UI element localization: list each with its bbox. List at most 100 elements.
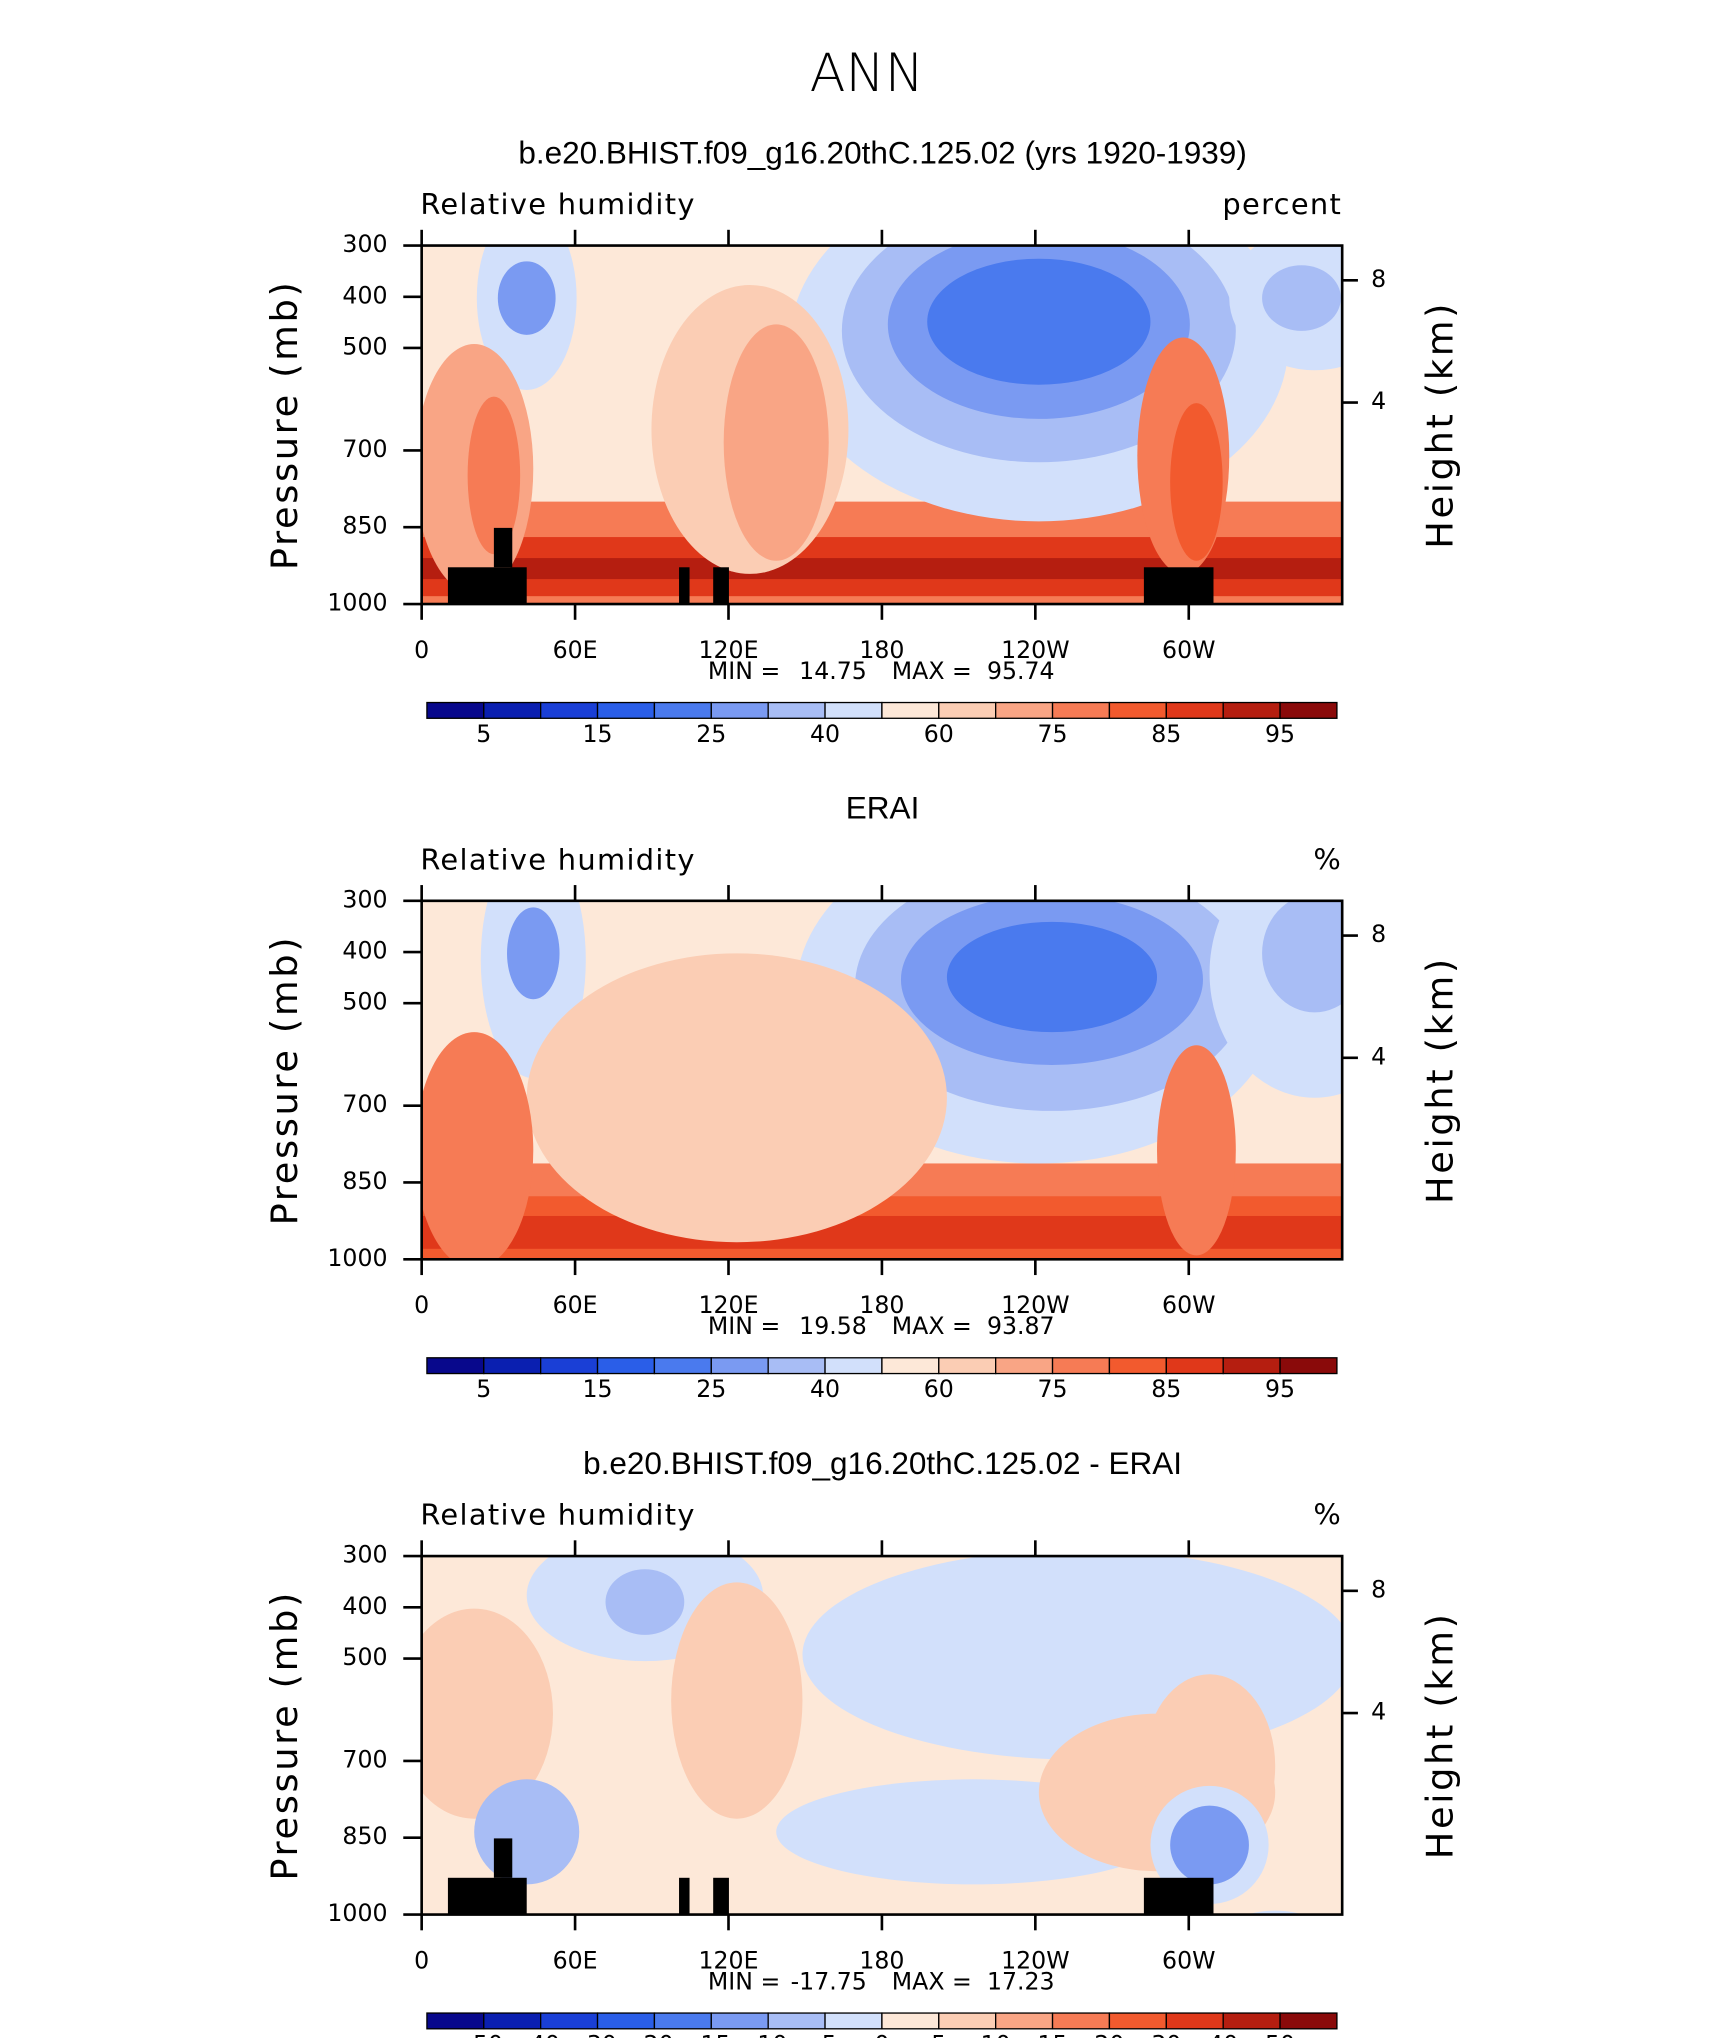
colorbar-box — [596, 701, 656, 719]
y-tick-label: 850 — [342, 512, 387, 540]
colorbar-box — [938, 701, 997, 719]
field-region — [1262, 900, 1343, 1013]
colorbar-box — [767, 1357, 826, 1375]
colorbar-box — [995, 2012, 1054, 2030]
colorbar-box — [995, 701, 1054, 719]
colorbar-box — [710, 2012, 769, 2030]
min-value: 14.75 — [799, 657, 867, 685]
x-tick-label: 0 — [414, 1291, 429, 1319]
x-tick-label: 60E — [553, 1946, 598, 1974]
right-label: % — [1313, 1498, 1342, 1532]
colorbar-box — [1222, 2012, 1281, 2030]
colorbar-label: 5 — [476, 720, 491, 748]
colorbar-label: 15 — [583, 1375, 613, 1403]
x-tick-label: 120W — [1001, 1291, 1069, 1319]
max-value: 93.87 — [987, 1312, 1055, 1340]
field-region — [723, 324, 829, 561]
colorbar-label: 85 — [1151, 1375, 1181, 1403]
colorbar-box — [596, 2012, 656, 2030]
panel-title: ERAI — [846, 790, 920, 826]
x-tick-label: 180 — [859, 636, 904, 664]
max-label: MAX = — [892, 657, 972, 685]
panel-title: b.e20.BHIST.f09_g16.20thC.125.02 (yrs 19… — [518, 134, 1246, 170]
topography — [447, 1877, 527, 1915]
colorbar-box — [938, 1357, 997, 1375]
colorbar-label: -40 — [521, 2030, 560, 2038]
colorbar-box — [881, 2012, 940, 2030]
field-region — [1262, 265, 1341, 331]
colorbar-label: 95 — [1265, 720, 1295, 748]
colorbar-box — [540, 2012, 599, 2030]
y2-tick-label: 8 — [1371, 265, 1386, 293]
page-title: ANN — [810, 43, 925, 104]
colorbar-box — [881, 701, 940, 719]
x-tick-label: 60W — [1162, 1291, 1215, 1319]
colorbar-label: 75 — [1038, 1375, 1068, 1403]
y-tick-label: 850 — [342, 1822, 387, 1850]
y-tick-label: 300 — [342, 230, 387, 258]
colorbar-label: 25 — [696, 1375, 726, 1403]
colorbar-box — [426, 701, 485, 719]
field-region — [946, 921, 1158, 1033]
topography — [713, 1877, 729, 1915]
field-region — [507, 907, 560, 1000]
colorbar-box — [1222, 1357, 1281, 1375]
x-tick-label: 60W — [1162, 1946, 1215, 1974]
colorbar-box — [824, 2012, 883, 2030]
colorbar-box — [653, 701, 712, 719]
y2-tick-label: 4 — [1371, 1698, 1386, 1726]
colorbar-box — [540, 701, 599, 719]
colorbar-box — [483, 2012, 542, 2030]
colorbar-label: 25 — [696, 720, 726, 748]
y2-tick-label: 4 — [1371, 1042, 1386, 1070]
colorbar-label: 0 — [874, 2030, 889, 2038]
field-region — [421, 1032, 534, 1260]
y-axis-label: Pressure (mb) — [263, 1590, 306, 1881]
x-tick-label: 120E — [698, 1291, 758, 1319]
colorbar-box — [995, 1357, 1054, 1375]
max-label: MAX = — [892, 1312, 972, 1340]
topography — [447, 567, 527, 605]
contour-field — [421, 245, 1343, 605]
colorbar-box — [1051, 2012, 1111, 2030]
left-label: Relative humidity — [420, 187, 695, 221]
contour-field — [421, 900, 1343, 1260]
topography — [713, 567, 729, 605]
colorbar-box — [426, 1357, 485, 1375]
colorbar-label: 15 — [583, 720, 613, 748]
colorbar-box — [1279, 1357, 1338, 1375]
y2-axis-label: Height (km) — [1418, 301, 1461, 549]
left-label: Relative humidity — [420, 842, 695, 876]
x-tick-label: 180 — [859, 1291, 904, 1319]
field-region — [526, 953, 947, 1243]
field-region — [421, 1608, 553, 1819]
y-axis-label: Pressure (mb) — [263, 280, 306, 571]
colorbar-label: 95 — [1265, 1375, 1295, 1403]
field-region — [1157, 1045, 1236, 1256]
y-tick-label: 500 — [342, 332, 387, 360]
y-tick-label: 400 — [342, 1592, 387, 1620]
colorbar-label: 85 — [1151, 720, 1181, 748]
field-region — [1247, 1910, 1303, 1915]
topography — [493, 527, 513, 568]
y2-axis-label: Height (km) — [1418, 1611, 1461, 1859]
colorbar-box — [1165, 1357, 1224, 1375]
y-axis-label: Pressure (mb) — [263, 935, 306, 1226]
y2-tick-label: 4 — [1371, 387, 1386, 415]
y-tick-label: 500 — [342, 988, 387, 1016]
field-region — [497, 261, 556, 335]
colorbar-box — [1051, 1357, 1111, 1375]
min-label: MIN = — [708, 657, 780, 685]
colorbar-box — [1222, 701, 1281, 719]
colorbar-label: 5 — [476, 1375, 491, 1403]
max-label: MAX = — [892, 1967, 972, 1995]
y2-axis-label: Height (km) — [1418, 956, 1461, 1204]
min-label: MIN = — [708, 1967, 780, 1995]
colorbar-label: -5 — [813, 2030, 837, 2038]
colorbar-label: 40 — [810, 1375, 840, 1403]
colorbar-box — [653, 2012, 712, 2030]
colorbar-label: -10 — [749, 2030, 788, 2038]
y-tick-label: 700 — [342, 1745, 387, 1773]
